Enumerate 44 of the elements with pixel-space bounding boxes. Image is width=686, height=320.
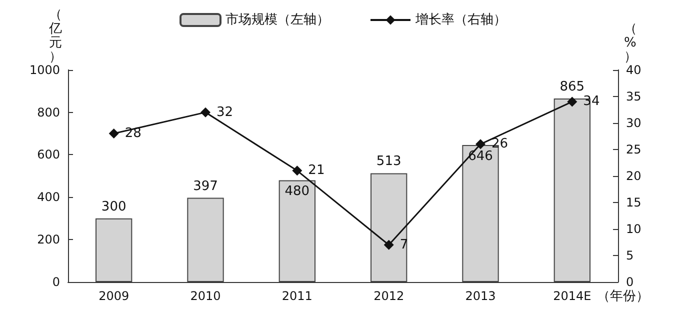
y-tick-label: 800	[37, 105, 60, 120]
y-tick-label: 200	[37, 232, 60, 247]
y2-tick-label: 20	[626, 168, 642, 183]
legend-label: 市场规模（左轴）	[226, 12, 330, 28]
y2-tick-label: 10	[626, 222, 642, 236]
data-label: 32	[216, 104, 234, 120]
y2-tick-label: 0	[626, 275, 634, 289]
data-label: 21	[308, 163, 325, 178]
y2-tick-label: 35	[626, 89, 642, 104]
data-label: 480	[284, 184, 310, 200]
x-tick-label: 2009	[98, 289, 130, 303]
x-tick-label: 2013	[465, 289, 496, 303]
bar	[187, 198, 224, 282]
y-tick-label: 1000	[29, 62, 60, 77]
legend-label: 增长率（右轴）	[414, 12, 506, 28]
y-tick-label: 400	[37, 190, 60, 204]
point	[200, 107, 210, 118]
point	[384, 240, 394, 250]
data-label: 26	[492, 136, 508, 152]
x-tick-label: 2012	[374, 289, 404, 303]
data-label: 300	[101, 199, 126, 214]
y2-axis-title: （%）	[624, 22, 637, 64]
x-axis-title: （年份）	[597, 289, 650, 304]
x-tick-label: 2014E	[553, 289, 592, 303]
bar	[370, 173, 408, 282]
y2-tick-label: 5	[626, 248, 634, 262]
bar	[96, 218, 132, 282]
x-tick-label: 2011	[282, 289, 312, 303]
y-tick-label: 600	[37, 148, 60, 162]
point	[108, 128, 119, 139]
point	[292, 166, 302, 176]
y-axis-title: （亿元）	[48, 8, 62, 64]
y-tick-label: 0	[52, 275, 60, 289]
y2-tick-label: 25	[626, 142, 642, 156]
y2-tick-label: 15	[626, 195, 642, 210]
data-label: 513	[376, 154, 402, 170]
point	[476, 139, 486, 150]
x-tick-label: 2010	[190, 289, 221, 303]
data-label: 865	[560, 80, 585, 95]
bar	[278, 180, 316, 282]
data-label: 397	[193, 178, 218, 194]
y2-tick-label: 30	[626, 116, 642, 130]
point	[567, 96, 578, 107]
y2-tick-label: 40	[626, 62, 642, 77]
